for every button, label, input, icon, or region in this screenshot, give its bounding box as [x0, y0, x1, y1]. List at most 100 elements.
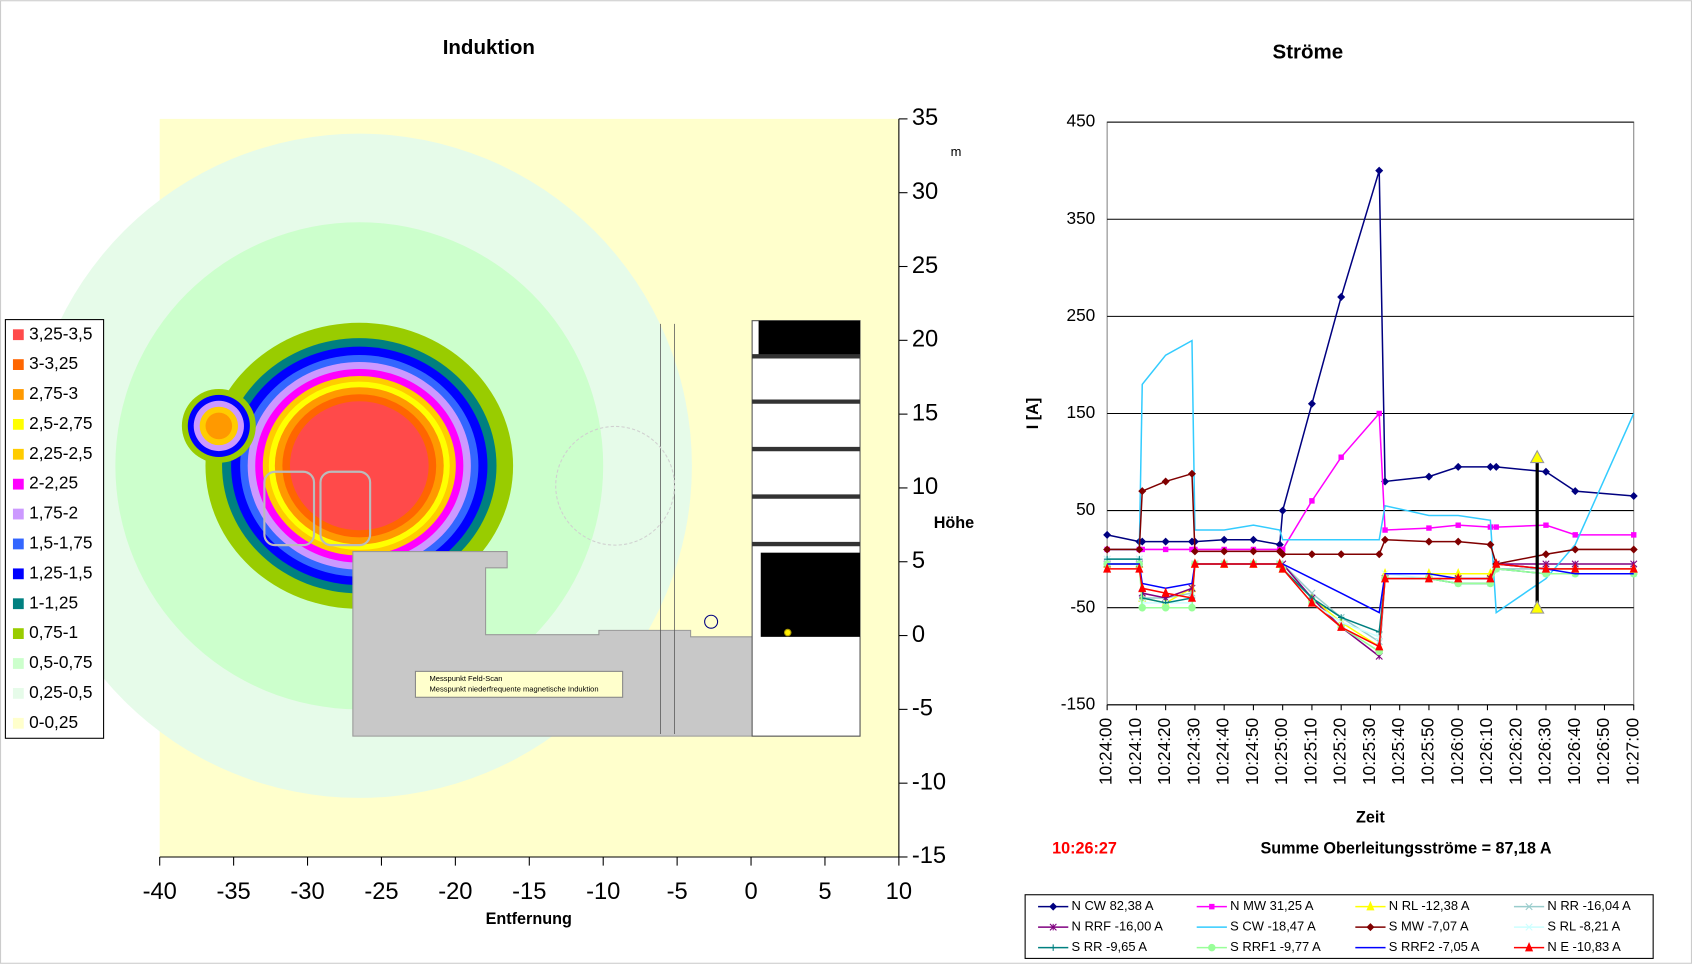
- point-marker: [1366, 923, 1375, 932]
- x-tick-label: -35: [216, 879, 250, 905]
- point-marker: [1541, 467, 1550, 476]
- legend-label: N E -10,83 A: [1547, 939, 1621, 954]
- legend-box: [1024, 894, 1654, 959]
- building-hall: [760, 552, 861, 637]
- point-marker: [1208, 943, 1216, 952]
- x-tick-label: 10:26:50: [1593, 718, 1613, 785]
- point-marker: [1455, 522, 1461, 528]
- chart-title: Ströme: [1273, 40, 1344, 63]
- legend-label: S RRF1 -9,77 A: [1230, 939, 1321, 954]
- y-tick-label: 20: [912, 327, 938, 353]
- x-tick-label: -30: [290, 879, 324, 905]
- legend-swatch: [12, 598, 24, 610]
- point-marker: [1424, 537, 1433, 546]
- y-tick-label: 5: [912, 548, 925, 574]
- legend-label: 0,75-1: [29, 622, 78, 642]
- y-tick-label: 30: [912, 179, 938, 205]
- series-line: [1107, 339, 1635, 614]
- point-marker: [1220, 558, 1229, 568]
- point-marker: [1571, 545, 1580, 554]
- point-marker: [1275, 558, 1284, 568]
- legend-label: 1,5-1,75: [29, 533, 92, 553]
- point-marker: [1426, 525, 1432, 531]
- x-tick-label: 10:26:30: [1535, 718, 1555, 785]
- train-outline: [319, 470, 372, 547]
- point-marker: [1541, 550, 1550, 559]
- point-marker: [1571, 563, 1580, 573]
- point-marker: [1220, 535, 1229, 544]
- x-tick-label: -15: [512, 879, 546, 905]
- point-marker: [1187, 592, 1197, 602]
- y-tick-label: -50: [1070, 596, 1095, 616]
- y-tick-label: 0: [912, 622, 925, 648]
- point-marker: [1307, 597, 1316, 607]
- y-unit: m: [951, 144, 962, 159]
- legend-label: N RL -12,38 A: [1389, 898, 1470, 913]
- legend-label: 2,5-2,75: [29, 413, 92, 433]
- point-marker: [1209, 903, 1215, 910]
- x-tick-label: 10:27:00: [1622, 718, 1642, 785]
- measure-point: [783, 628, 792, 637]
- legend-label: N MW 31,25 A: [1230, 898, 1314, 913]
- x-axis-title: Entfernung: [486, 910, 572, 928]
- y-tick-label: 25: [912, 253, 938, 279]
- x-tick-label: 10:24:20: [1154, 718, 1174, 785]
- x-tick-label: -20: [438, 879, 472, 905]
- point-marker: [1375, 550, 1384, 559]
- cursor-handle: [1529, 449, 1545, 464]
- point-marker: [1454, 572, 1463, 583]
- point-marker: [1049, 944, 1057, 951]
- x-tick-label: 10:25:50: [1418, 718, 1438, 785]
- x-tick-label: -10: [586, 879, 620, 905]
- point-marker: [1424, 572, 1433, 583]
- point-marker: [1161, 537, 1170, 546]
- point-marker: [1572, 532, 1578, 538]
- y-tick-label: 15: [912, 400, 938, 426]
- point-marker: [1629, 563, 1638, 573]
- x-tick-label: 10:26:40: [1564, 718, 1584, 785]
- x-tick-label: 5: [818, 879, 831, 905]
- point-marker: [1337, 614, 1345, 621]
- legend-swatch: [12, 538, 24, 550]
- legend-swatch: [12, 508, 24, 520]
- y-tick-label: 35: [912, 105, 938, 131]
- point-marker: [1486, 540, 1495, 549]
- legend-label: 3,25-3,5: [29, 323, 92, 343]
- legend-swatch: [12, 359, 24, 370]
- y-tick-label: -5: [912, 696, 933, 722]
- point-marker: [1249, 535, 1258, 544]
- x-tick-label: 10:26:00: [1447, 718, 1467, 785]
- legend-label: S RR -9,65 A: [1072, 939, 1148, 954]
- legend-label: S RRF2 -7,05 A: [1389, 939, 1480, 954]
- point-marker: [1278, 550, 1287, 559]
- legend-swatch: [12, 717, 24, 729]
- cursor-time: 10:26:27: [1052, 840, 1117, 858]
- point-marker: [1631, 532, 1637, 538]
- x-tick-label: 10: [886, 879, 912, 905]
- point-marker: [1337, 621, 1346, 631]
- point-marker: [1278, 506, 1287, 515]
- currents-chart: Ströme -150 -50 50 150 250 350 450 10:24:00 10:24…: [1024, 40, 1654, 959]
- point-marker: [1454, 537, 1463, 546]
- x-tick-label: 10:24:10: [1125, 718, 1145, 785]
- legend-swatch: [12, 418, 24, 430]
- field-zone: [289, 401, 429, 531]
- point-marker: [1161, 587, 1170, 597]
- point-marker: [1338, 454, 1344, 460]
- legend-label: 0,5-0,75: [29, 652, 92, 672]
- legend-label: 2-2,25: [29, 473, 78, 493]
- point-marker: [1492, 462, 1501, 471]
- legend-swatch: [12, 658, 24, 669]
- point-marker: [1337, 550, 1346, 559]
- legend-label: 2,25-2,5: [29, 443, 92, 463]
- y-tick-label: -10: [912, 769, 946, 795]
- point-marker: [1190, 558, 1199, 568]
- legend-swatch: [12, 448, 24, 460]
- point-marker: [1161, 604, 1170, 612]
- point-marker: [1049, 902, 1058, 911]
- point-marker: [1049, 923, 1057, 931]
- point-marker: [1138, 582, 1147, 593]
- point-marker: [1249, 547, 1258, 556]
- induction-chart: Induktion Messpunkt Feld-Scan Messpunkt ni…: [4, 36, 974, 928]
